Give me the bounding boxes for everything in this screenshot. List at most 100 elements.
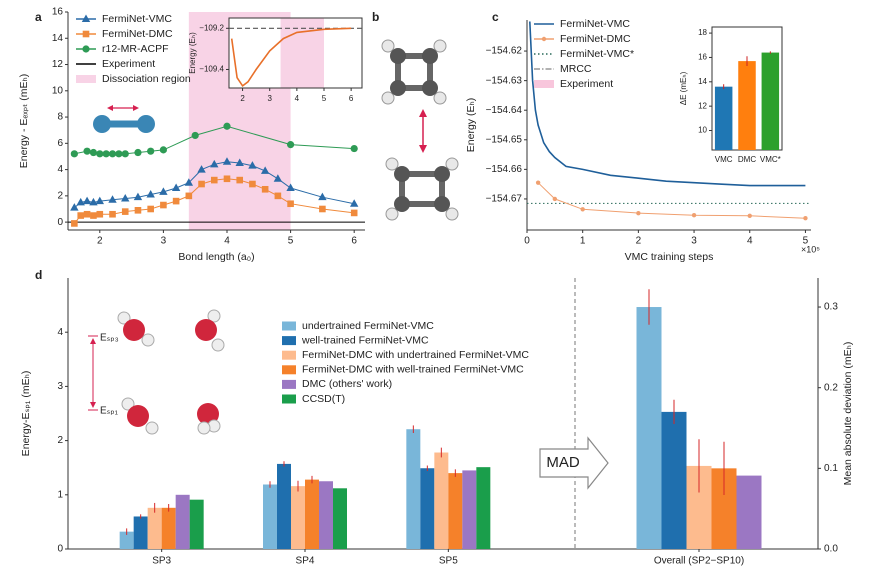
c-atom [390, 80, 406, 96]
data-point [248, 161, 257, 169]
y-tick-label: 1 [57, 489, 63, 500]
h2-molecule [93, 105, 155, 133]
data-point [121, 208, 129, 215]
o-atom [197, 403, 219, 425]
data-point [691, 213, 697, 218]
y-tick-label: −154.62 [486, 46, 523, 57]
x-tick-label: SP5 [439, 556, 458, 567]
data-point [286, 141, 295, 149]
h-atom [385, 157, 399, 171]
bar [319, 481, 333, 549]
x-tick-label: 3 [161, 236, 167, 247]
data-point [95, 196, 104, 205]
data-point [210, 176, 218, 184]
data-point [109, 210, 116, 218]
data-point [147, 205, 154, 213]
data-point [76, 197, 85, 206]
legend-label: FermiNet-VMC [560, 18, 630, 30]
legend-label: undertrained FermiNet-VMC [302, 320, 434, 332]
panel-label: b [372, 10, 379, 24]
x-tick-label: 2 [636, 236, 642, 247]
data-point [147, 147, 155, 155]
legend-label: CCSD(T) [302, 393, 345, 405]
panel-label: d [35, 268, 42, 282]
legend-label: Dissociation region [102, 73, 191, 85]
y-tick-label: 10 [52, 85, 64, 96]
data-point [580, 207, 585, 212]
legend-marker [541, 36, 547, 42]
y-tick-label: −154.66 [486, 164, 523, 175]
x-tick-label: 0 [524, 236, 530, 247]
data-point [83, 210, 91, 218]
legend-label: MRCC [560, 63, 592, 75]
x-tick-label: VMC* [760, 155, 781, 164]
bar [147, 507, 162, 549]
energy-levels: Eₛₚ₃ Eₛₚ₁ [88, 333, 119, 417]
mad-arrow: MAD [539, 436, 609, 490]
y-axis-label: ΔE (mEₕ) [679, 71, 688, 105]
y-tick-label: −154.63 [486, 75, 523, 86]
data-point [210, 159, 219, 168]
data-point [96, 150, 104, 158]
legend-marker [81, 14, 91, 22]
y-tick-label: 3 [57, 381, 63, 392]
bar [761, 52, 780, 150]
series-line [537, 182, 806, 219]
data-point [223, 122, 231, 130]
x-tick-label: DMC [738, 155, 756, 164]
x-tick-label: 6 [351, 236, 357, 247]
data-point [160, 201, 167, 209]
legend-label: FermiNet-VMC [102, 13, 172, 25]
data-point [82, 196, 92, 205]
y-tick-label: −109.4 [199, 65, 224, 74]
c-atom [434, 166, 450, 182]
bar [333, 488, 347, 549]
data-point [184, 178, 194, 186]
legend-swatch [282, 394, 296, 404]
x-tick-label: SP4 [296, 556, 315, 567]
h-atom [433, 91, 447, 105]
x-tick-label: 5 [322, 94, 327, 103]
data-point [191, 131, 199, 140]
x-axis-label: VMC training steps [625, 251, 714, 263]
data-point [185, 192, 193, 200]
legend-swatch [282, 336, 296, 346]
h-atom [137, 115, 155, 133]
h-atom [381, 39, 395, 53]
data-point [287, 200, 294, 208]
data-point [108, 150, 117, 158]
h-atom [211, 338, 225, 352]
y2-axis-label: Mean absolute deviation (mEₕ) [842, 342, 854, 486]
y-tick-label: −109.2 [199, 23, 224, 32]
legend-swatch [282, 379, 296, 389]
legend-label: Experiment [102, 58, 155, 70]
data-point [172, 197, 180, 205]
y2-tick-label: 0.2 [824, 382, 838, 393]
o-atom [195, 319, 217, 341]
legend-label: Experiment [560, 78, 613, 90]
legend-label: FermiNet-DMC [560, 33, 631, 45]
y-tick-label: 2 [57, 435, 63, 446]
x-tick-label: 3 [267, 94, 272, 103]
panel-label: c [492, 10, 499, 24]
data-point [261, 185, 269, 193]
legend-label: FermiNet-DMC [102, 28, 173, 40]
series-line [230, 27, 352, 88]
legend-label: FermiNet-DMC with undertrained FermiNet-… [302, 349, 529, 361]
data-point [134, 148, 142, 157]
h-atom [445, 157, 459, 171]
data-point [222, 157, 232, 165]
data-point [286, 183, 295, 191]
y2-tick-label: 0.1 [824, 463, 838, 474]
y-tick-label: −154.64 [486, 105, 523, 116]
c-atom [390, 48, 406, 64]
y-axis-label: Energy (Eₕ) [188, 32, 197, 74]
bar [175, 494, 190, 549]
h-atom [121, 397, 135, 411]
panel-label: a [35, 10, 42, 24]
arrow-shape [539, 436, 609, 490]
bar [476, 467, 491, 549]
data-point [70, 203, 79, 211]
bar [263, 484, 277, 549]
